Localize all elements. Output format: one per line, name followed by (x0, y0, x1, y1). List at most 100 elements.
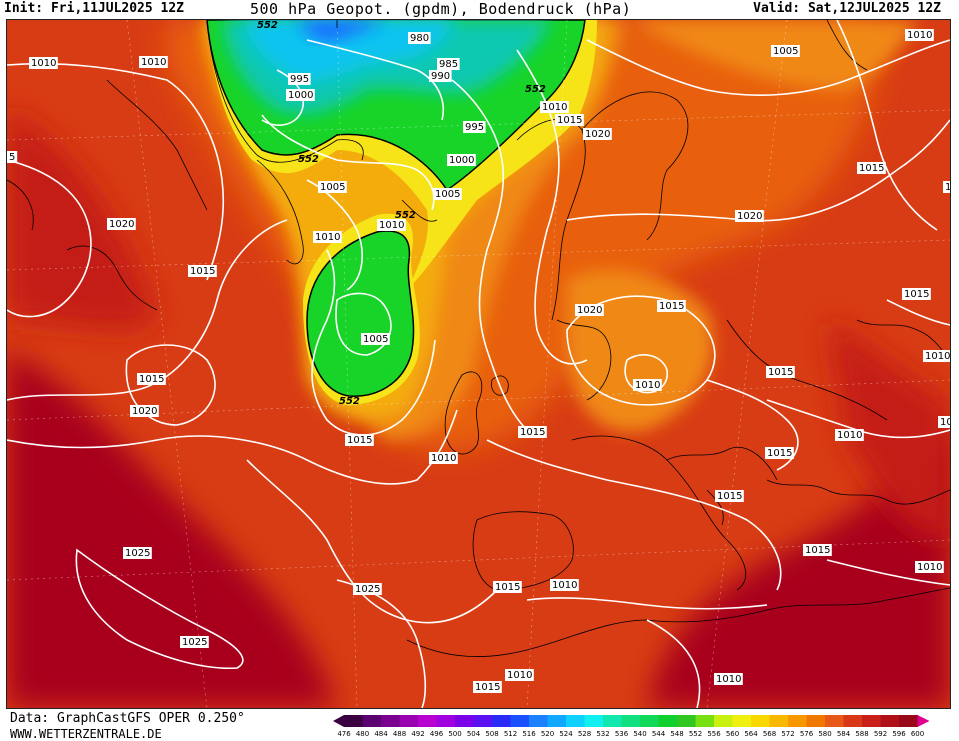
svg-text:995: 995 (290, 74, 309, 85)
svg-text:1010: 1010 (917, 562, 942, 573)
svg-text:100: 100 (940, 417, 950, 428)
scale-swatch (510, 715, 530, 727)
pressure-label: 1015 (765, 447, 794, 459)
scale-label: 512 (503, 730, 518, 738)
graticule-line (126, 20, 208, 708)
pressure-label: 1015 (657, 300, 686, 312)
pressure-label: 1010 (540, 101, 569, 113)
graticule-line (706, 20, 788, 708)
scale-label: 544 (651, 730, 666, 738)
pressure-label: 1005 (433, 188, 462, 200)
svg-text:1020: 1020 (585, 129, 610, 140)
coastlines (7, 20, 950, 657)
scale-swatch (899, 715, 918, 727)
scale-label: 532 (596, 730, 610, 738)
isobar-line (836, 20, 938, 231)
map-title: 500 hPa Geopot. (gpdm), Bodendruck (hPa) (250, 0, 632, 18)
scale-label: 524 (559, 730, 573, 738)
svg-text:1015: 1015 (717, 491, 742, 502)
scale-label: 496 (429, 730, 444, 738)
isobar-line (7, 159, 92, 318)
scale-label: 484 (374, 730, 388, 738)
scale-swatch (658, 715, 678, 727)
svg-text:1015: 1015 (475, 682, 500, 693)
svg-text:1015: 1015 (347, 435, 372, 446)
isobar-line (306, 39, 444, 121)
pressure-label: 1010 (550, 579, 579, 591)
svg-text:985: 985 (439, 59, 458, 70)
scale-label: 516 (522, 730, 536, 738)
isobar-line (486, 439, 782, 591)
field-region (297, 20, 387, 42)
pressure-label: 1020 (735, 210, 764, 222)
pressure-label: 1015 (857, 162, 886, 174)
scale-label: 540 (633, 730, 647, 738)
pressure-label: 1010 (835, 429, 864, 441)
svg-text:1015: 1015 (767, 448, 792, 459)
pressure-label: 1010 (139, 56, 168, 68)
scale-swatch (732, 715, 752, 727)
scale-swatch (436, 715, 456, 727)
svg-text:1: 1 (945, 182, 950, 193)
isobar-line (451, 79, 528, 431)
coastline (444, 371, 483, 455)
svg-text:1010: 1010 (716, 674, 741, 685)
coastline (66, 245, 158, 311)
isobar-line (261, 114, 435, 211)
pressure-label: 1015 (473, 681, 502, 693)
graticule-line (526, 20, 568, 708)
scale-label: 588 (855, 730, 869, 738)
pressure-label: 1020 (130, 405, 159, 417)
graticule-line (7, 109, 950, 141)
svg-text:1010: 1010 (431, 453, 456, 464)
isobar-line (526, 597, 768, 610)
pressure-label: 1020 (583, 128, 612, 140)
scale-label: 504 (466, 730, 481, 738)
scale-swatch (566, 715, 585, 727)
scale-swatch (769, 715, 789, 727)
svg-text:1005: 1005 (773, 46, 798, 57)
scale-swatch (880, 715, 900, 727)
geopotential-label: 552 (395, 210, 416, 221)
scale-swatch (547, 715, 567, 727)
scale-swatch (843, 715, 863, 727)
svg-text:1015: 1015 (659, 301, 684, 312)
svg-text:1010: 1010 (31, 58, 56, 69)
scale-label: 492 (411, 730, 425, 738)
geopotential-label: 552 (298, 154, 319, 165)
svg-text:1025: 1025 (125, 548, 150, 559)
field-region (647, 420, 950, 708)
svg-text:1015: 1015 (520, 427, 545, 438)
graticule-line (7, 239, 950, 271)
coastline (406, 587, 950, 657)
svg-text:1010: 1010 (907, 30, 932, 41)
scale-label: 536 (614, 730, 629, 738)
pressure-label: 990 (429, 70, 452, 82)
pressure-label: 1015 (137, 373, 166, 385)
scale-swatch (806, 715, 826, 727)
graticule-line (7, 539, 950, 581)
field-region (7, 350, 337, 708)
scale-label: 584 (836, 730, 851, 738)
coastline (581, 91, 689, 241)
scale-swatch (621, 715, 641, 727)
svg-text:1015: 1015 (859, 163, 884, 174)
svg-text:1010: 1010 (837, 430, 862, 441)
scale-swatch (492, 715, 511, 727)
scale-swatch (473, 715, 493, 727)
svg-text:1015: 1015 (557, 115, 582, 126)
pressure-label: 1010 (377, 219, 406, 231)
isobars (7, 20, 950, 708)
svg-text:1020: 1020 (737, 211, 762, 222)
svg-text:1015: 1015 (768, 367, 793, 378)
pressure-label: 980 (408, 32, 431, 44)
scale-swatch (640, 715, 659, 727)
pressure-label: 1015 (902, 288, 931, 300)
svg-text:5: 5 (9, 152, 15, 163)
pressure-label: 1015 (188, 265, 217, 277)
isobar-line (586, 39, 950, 96)
svg-text:1010: 1010 (379, 220, 404, 231)
svg-text:1020: 1020 (577, 305, 602, 316)
scale-swatch (677, 715, 696, 727)
graticule-line (336, 20, 358, 708)
